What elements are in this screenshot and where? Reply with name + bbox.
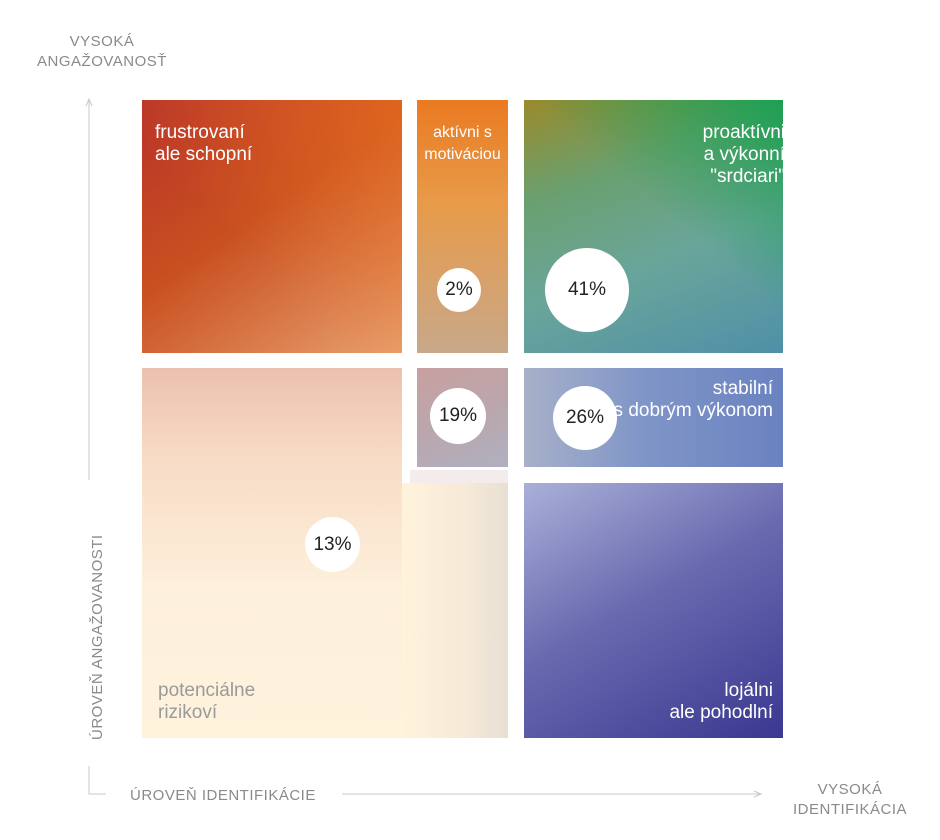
segment-risky-label: potenciálne rizikoví — [158, 680, 256, 723]
segment-stable-label: stabilní s dobrým výkonom — [613, 378, 773, 421]
axis-corner-line — [88, 766, 106, 795]
segment-proactive-value: 41% — [545, 248, 629, 332]
segment-stable-value: 26% — [553, 386, 617, 450]
x-axis-arrow-icon — [753, 790, 763, 798]
segment-active-label: aktívni s motiváciou — [424, 124, 501, 163]
segment-frustrated-label: frustrovaní ale schopní — [155, 122, 253, 165]
y-axis-arrow-icon — [85, 97, 93, 107]
y-axis-high-label: VYSOKÁ ANGAŽOVANOSŤ — [37, 33, 167, 70]
segment-risky-strip — [410, 470, 508, 483]
segment-loyal — [524, 483, 783, 738]
segment-mid-value: 19% — [430, 388, 486, 444]
x-axis-title: ÚROVEŇ IDENTIFIKÁCIE — [130, 787, 316, 804]
segment-active-value: 2% — [437, 268, 481, 312]
x-axis-high-label: VYSOKÁ IDENTIFIKÁCIA — [792, 781, 907, 818]
segment-risky-extension — [402, 483, 508, 738]
segment-risky-value: 13% — [305, 517, 360, 572]
segment-loyal-label: lojálni ale pohodlní — [669, 680, 773, 723]
segment-proactive-label: proaktívni a výkonní "srdciari" — [702, 122, 785, 187]
segment-frustrated — [142, 100, 402, 353]
segment-risky — [142, 368, 402, 738]
